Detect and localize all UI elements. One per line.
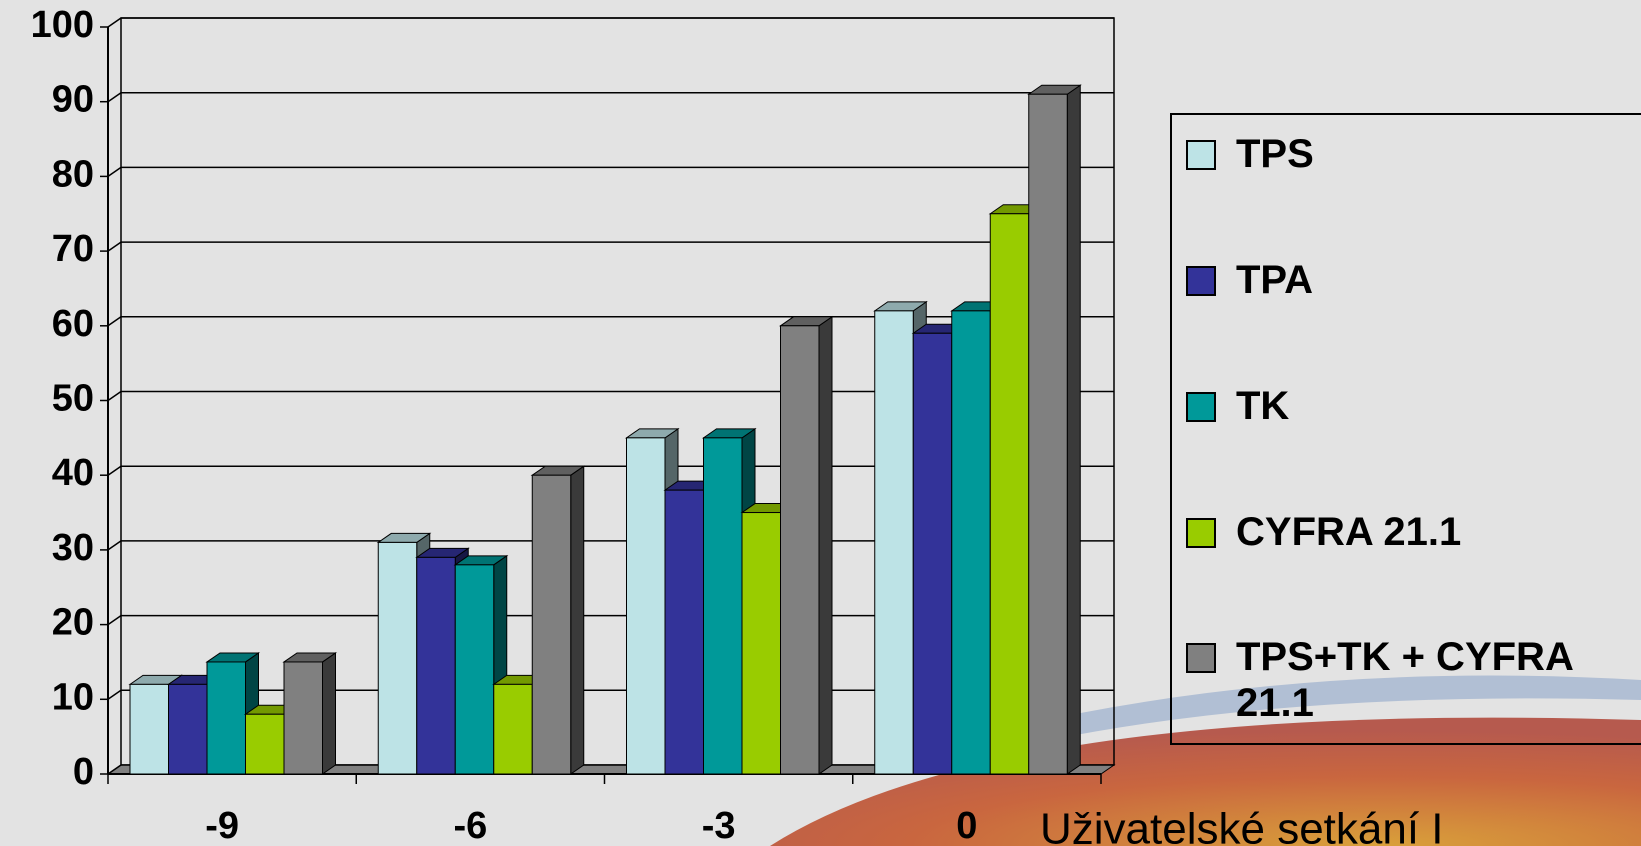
grid-line-side [107, 764, 122, 775]
bar [283, 661, 323, 775]
grid-line-side [107, 17, 122, 28]
y-tick-label: 70 [52, 228, 94, 270]
legend-item: TPS+TK + CYFRA 21.1 [1186, 634, 1626, 726]
bar [741, 512, 781, 775]
legend-item: CYFRA 21.1 [1186, 509, 1626, 555]
bar-side [322, 651, 336, 775]
bar [626, 437, 666, 775]
y-tick-label: 90 [52, 79, 94, 121]
legend-swatch [1186, 266, 1216, 296]
y-tick-label: 80 [52, 153, 94, 195]
y-tick-label: 40 [52, 452, 94, 494]
footer-text: Uživatelské setkání I [1040, 805, 1444, 846]
background-swoosh [770, 717, 1641, 846]
bar [989, 213, 1030, 775]
bar [206, 661, 246, 775]
bar [780, 325, 820, 775]
bar [1028, 93, 1068, 775]
grid-line-side [107, 316, 122, 327]
bar [493, 683, 533, 775]
grid-line-side [107, 166, 122, 178]
plot: 0 10 20 30 40 50 60 70 80 90 100 -9 -6 -3 0 [31, 4, 1116, 846]
x-tick-label: -3 [702, 805, 736, 846]
y-tick-label: 100 [31, 4, 94, 46]
x-tick-label: 0 [956, 805, 977, 846]
bar [703, 437, 743, 775]
grid-line-side [107, 465, 122, 476]
bar-side [1066, 84, 1081, 775]
legend-label: TPA [1236, 258, 1314, 302]
bar-side [570, 465, 585, 775]
legend-swatch [1186, 392, 1216, 422]
x-tick-label: -6 [453, 805, 487, 846]
grid-line-side [107, 540, 122, 551]
legend: TPS TPA TK CYFRA 21.1 TPS+TK + CYFRA 21.1 [1170, 113, 1641, 745]
legend-label: TPS+TK + CYFRA 21.1 [1236, 635, 1573, 725]
bar [129, 683, 169, 775]
legend-label: TK [1236, 384, 1290, 428]
legend-item: TPS [1186, 131, 1626, 177]
bar [377, 541, 418, 775]
bar [245, 713, 285, 775]
y-tick-label: 50 [52, 378, 94, 420]
legend-item: TK [1186, 383, 1626, 429]
grid-line-side [107, 614, 122, 626]
legend-swatch [1186, 643, 1216, 673]
bar-side [818, 315, 833, 775]
bar [874, 310, 914, 775]
y-tick-label: 60 [52, 303, 94, 345]
background-band [1000, 675, 1641, 740]
bar [531, 474, 572, 775]
grid-line-side [107, 390, 122, 402]
y-tick-label: 30 [52, 527, 94, 569]
bar [664, 489, 704, 775]
grid-line-side [107, 689, 122, 700]
x-tick-label: -9 [205, 805, 239, 846]
y-tick-label: 20 [52, 602, 94, 644]
bar [912, 332, 953, 775]
bar [416, 556, 456, 775]
legend-label: CYFRA 21.1 [1236, 510, 1462, 554]
bar [168, 683, 208, 775]
bar [951, 310, 991, 775]
legend-swatch [1186, 140, 1216, 170]
y-tick-label: 0 [73, 751, 94, 793]
grid-line-side [107, 92, 122, 103]
y-tick-label: 10 [52, 676, 94, 718]
grid-line-side [107, 241, 122, 252]
legend-item: TPA [1186, 257, 1626, 303]
legend-swatch [1186, 518, 1216, 548]
bar [454, 564, 495, 775]
legend-label: TPS [1236, 132, 1314, 176]
